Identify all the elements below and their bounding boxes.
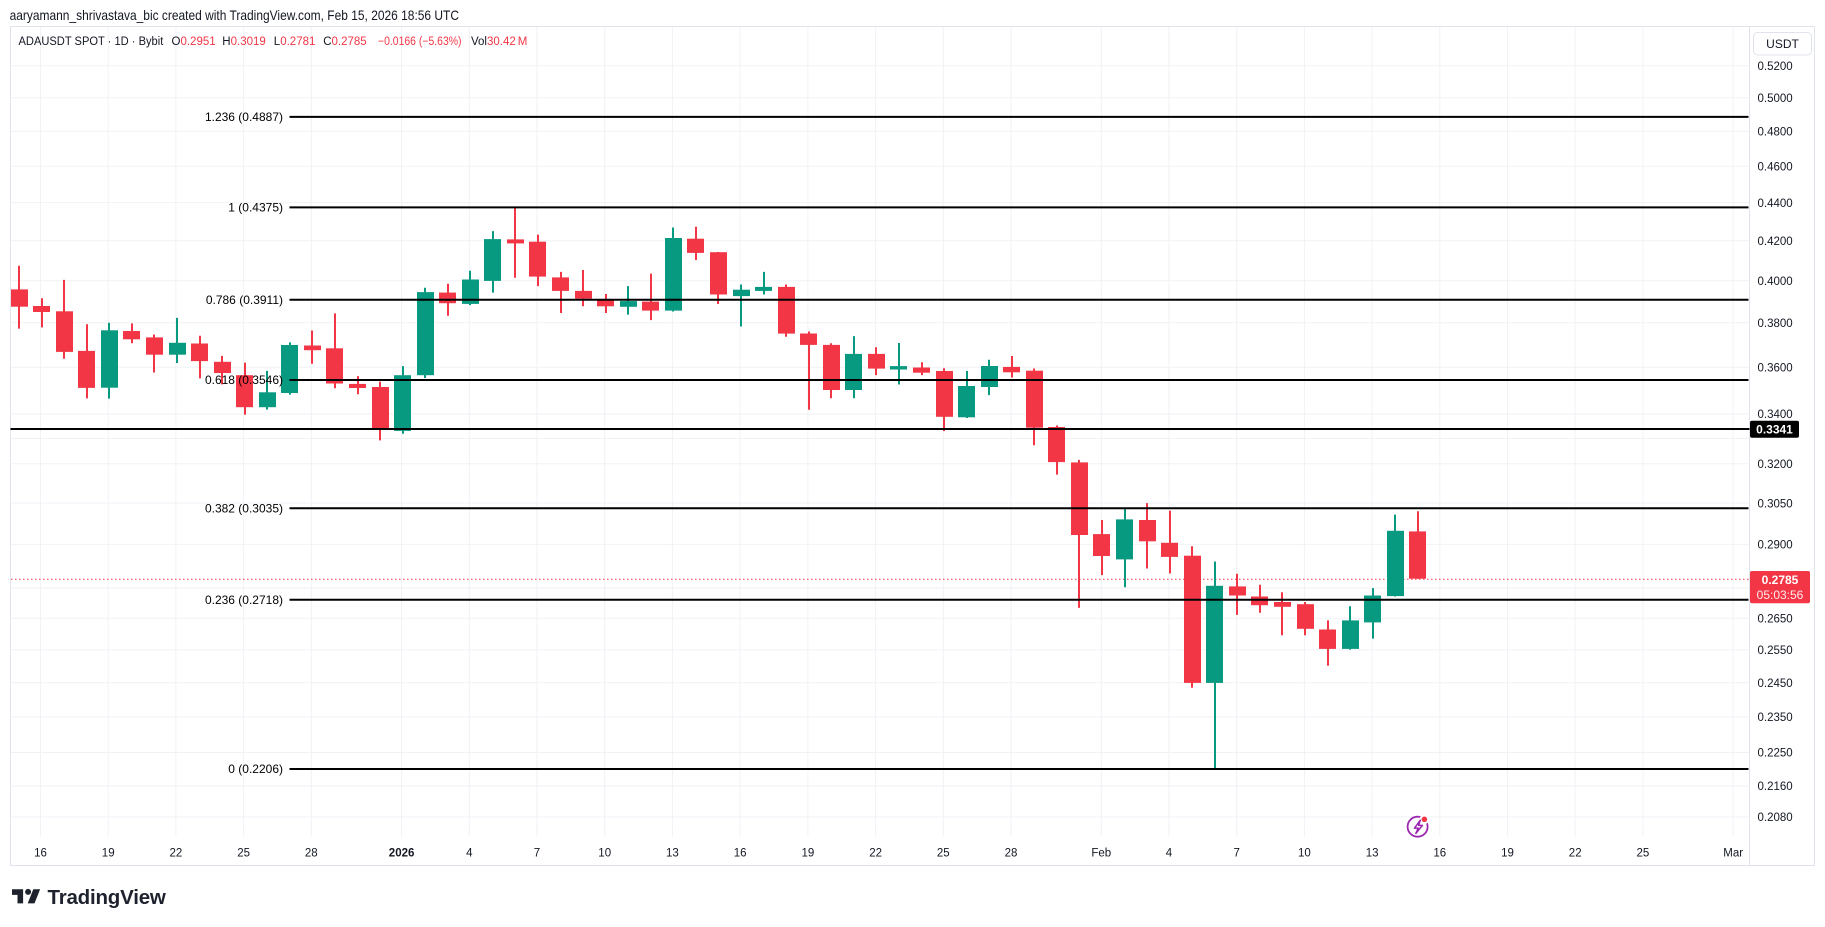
svg-text:0.5200: 0.5200 (1758, 61, 1793, 73)
svg-text:C0.2785: C0.2785 (323, 36, 367, 48)
svg-text:25: 25 (937, 848, 950, 860)
svg-text:25: 25 (1637, 848, 1650, 860)
svg-text:0.4400: 0.4400 (1758, 198, 1793, 210)
svg-text:2026: 2026 (389, 848, 415, 860)
svg-text:0.618 (0.3546): 0.618 (0.3546) (205, 373, 283, 387)
svg-text:19: 19 (1501, 848, 1514, 860)
svg-text:19: 19 (802, 848, 815, 860)
svg-text:0.2160: 0.2160 (1758, 781, 1793, 793)
svg-text:0.3400: 0.3400 (1758, 409, 1793, 421)
svg-text:25: 25 (237, 848, 250, 860)
svg-text:0.4000: 0.4000 (1758, 276, 1793, 288)
svg-text:0.4600: 0.4600 (1758, 161, 1793, 173)
svg-text:0.3050: 0.3050 (1758, 498, 1793, 510)
svg-text:16: 16 (734, 848, 747, 860)
svg-text:28: 28 (1005, 848, 1018, 860)
svg-text:−0.0166 (−5.63%): −0.0166 (−5.63%) (378, 36, 462, 48)
svg-text:0.3200: 0.3200 (1758, 459, 1793, 471)
svg-text:Feb: Feb (1091, 848, 1111, 860)
svg-text:aaryamann_shrivastava_bic crea: aaryamann_shrivastava_bic created with T… (10, 7, 459, 23)
svg-text:0.4200: 0.4200 (1758, 236, 1793, 248)
svg-text:1.236 (0.4887): 1.236 (0.4887) (205, 110, 283, 124)
svg-text:0.2550: 0.2550 (1758, 645, 1793, 657)
svg-text:0.3341: 0.3341 (1756, 423, 1793, 437)
svg-text:TradingView: TradingView (48, 886, 166, 909)
svg-text:0.2080: 0.2080 (1758, 812, 1793, 824)
svg-text:0.2350: 0.2350 (1758, 712, 1793, 724)
svg-text:28: 28 (305, 848, 318, 860)
svg-text:1 (0.4375): 1 (0.4375) (228, 201, 283, 215)
svg-text:16: 16 (1433, 848, 1446, 860)
svg-text:ADAUSDT SPOT · 1D · Bybit: ADAUSDT SPOT · 1D · Bybit (19, 36, 165, 48)
svg-text:10: 10 (1298, 848, 1311, 860)
svg-text:0.2785: 0.2785 (1762, 573, 1799, 587)
svg-text:4: 4 (1166, 848, 1173, 860)
svg-text:0.2450: 0.2450 (1758, 678, 1793, 690)
svg-text:0.5000: 0.5000 (1758, 93, 1793, 105)
svg-text:0.2900: 0.2900 (1758, 540, 1793, 552)
svg-text:22: 22 (869, 848, 882, 860)
svg-text:0.382 (0.3035): 0.382 (0.3035) (205, 501, 283, 515)
svg-text:13: 13 (1366, 848, 1379, 860)
svg-text:H0.3019: H0.3019 (222, 36, 265, 48)
svg-text:13: 13 (666, 848, 679, 860)
svg-text:0.786 (0.3911): 0.786 (0.3911) (206, 293, 283, 307)
svg-text:0.236 (0.2718): 0.236 (0.2718) (205, 593, 283, 607)
svg-text:0.3800: 0.3800 (1758, 318, 1793, 330)
svg-text:16: 16 (34, 848, 47, 860)
svg-text:USDT: USDT (1766, 37, 1799, 51)
svg-text:0.3600: 0.3600 (1758, 362, 1793, 374)
svg-text:05:03:56: 05:03:56 (1757, 588, 1804, 602)
svg-text:L0.2781: L0.2781 (274, 36, 316, 48)
svg-text:22: 22 (1569, 848, 1582, 860)
svg-text:4: 4 (466, 848, 473, 860)
svg-text:Mar: Mar (1723, 848, 1743, 860)
svg-text:0 (0.2206): 0 (0.2206) (228, 762, 283, 776)
svg-text:19: 19 (102, 848, 115, 860)
svg-text:7: 7 (1233, 848, 1239, 860)
svg-text:7: 7 (534, 848, 540, 860)
svg-text:0.2250: 0.2250 (1758, 748, 1793, 760)
svg-text:0.2650: 0.2650 (1758, 614, 1793, 626)
svg-text:22: 22 (170, 848, 183, 860)
svg-text:O0.2951: O0.2951 (172, 36, 216, 48)
svg-text:Vol30.42M: Vol30.42 M (471, 36, 527, 48)
svg-text:0.4800: 0.4800 (1758, 127, 1793, 139)
svg-text:10: 10 (598, 848, 611, 860)
